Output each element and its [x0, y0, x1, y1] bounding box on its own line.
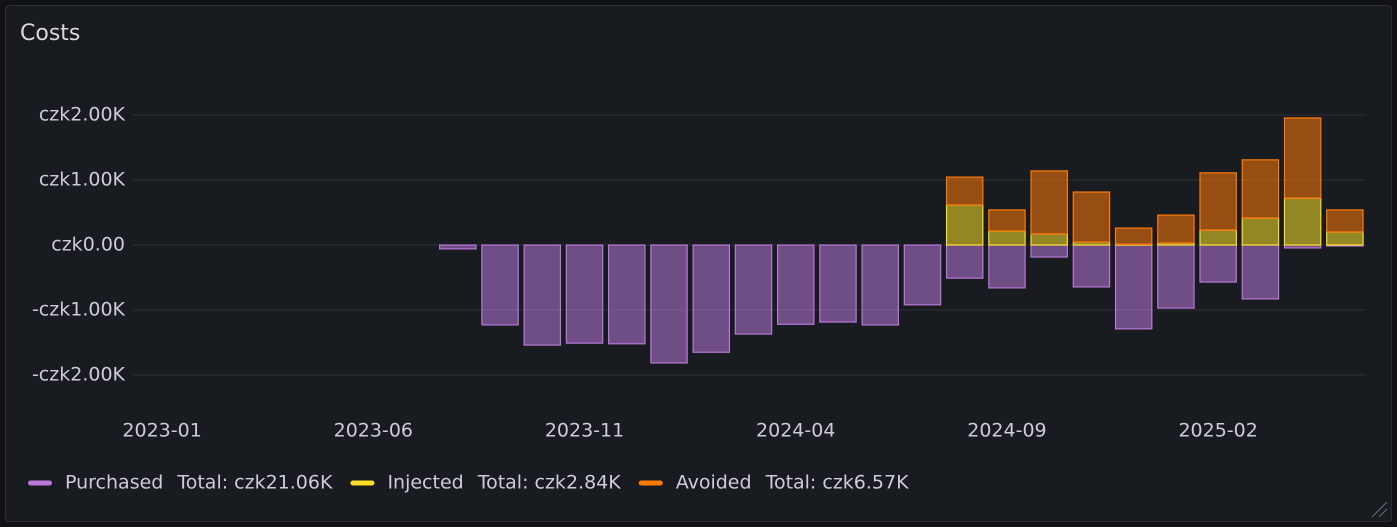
bar-segment	[945, 244, 984, 279]
bar-segment	[439, 244, 477, 250]
y-tick-label: czk1.00K	[39, 169, 126, 191]
legend-total: Total: czk2.84K	[477, 472, 622, 494]
bar-segment	[1157, 244, 1195, 309]
bar-segment	[523, 244, 562, 346]
bar-segment	[1283, 117, 1322, 199]
bar-segment	[1199, 229, 1237, 246]
y-tick-label: -czk2.00K	[32, 364, 126, 386]
bar-segment	[481, 244, 519, 326]
bar-segment	[1072, 244, 1111, 288]
bar-segment	[1199, 172, 1237, 231]
resize-handle[interactable]	[1371, 501, 1388, 518]
bar-segment	[861, 244, 899, 326]
x-tick-label: 2023-11	[545, 420, 624, 442]
bar-segment	[692, 244, 731, 353]
y-tick-label: czk2.00K	[39, 104, 126, 126]
bar-segment	[1199, 244, 1237, 283]
bar-segment	[1283, 197, 1322, 246]
x-tick-label: 2023-01	[122, 420, 201, 442]
legend-name: Injected	[387, 472, 463, 494]
legend-swatch	[28, 480, 52, 486]
bar-segment	[1030, 233, 1068, 246]
x-tick-label: 2024-04	[756, 420, 835, 442]
bar-segment	[1326, 231, 1364, 246]
legend-total: Total: czk6.57K	[765, 472, 910, 494]
x-tick-label: 2023-06	[334, 420, 413, 442]
bar-segment	[1030, 244, 1068, 258]
bar-segment	[1157, 214, 1195, 244]
bar-segment	[1241, 159, 1280, 219]
bar-segment	[734, 244, 773, 335]
y-tick-label: -czk1.00K	[32, 299, 126, 321]
bar-segment	[1241, 244, 1280, 300]
legend-name: Avoided	[676, 472, 752, 494]
bar-segment	[608, 244, 646, 345]
legend-total: Total: czk21.06K	[176, 472, 333, 494]
bar-segment	[945, 176, 984, 206]
x-tick-label: 2025-02	[1178, 420, 1257, 442]
bar-segment	[1114, 227, 1153, 245]
bar-segment	[945, 204, 984, 246]
legend-swatch	[350, 480, 375, 486]
panel-title: Costs	[20, 21, 80, 46]
bar-segment	[1326, 209, 1364, 233]
legend-swatch	[638, 480, 663, 486]
bar-segment	[819, 244, 857, 323]
bar-segment	[1241, 217, 1280, 246]
bar-segment	[1114, 244, 1153, 330]
legend-name: Purchased	[65, 472, 163, 494]
y-tick-label: czk0.00	[51, 234, 125, 256]
bar-segment	[1030, 170, 1068, 235]
bar-segment	[988, 209, 1026, 232]
bar-segment	[903, 244, 942, 306]
bar-segment	[776, 244, 815, 325]
x-tick-label: 2024-09	[967, 420, 1046, 442]
bar-segment	[988, 230, 1026, 246]
bar-segment	[650, 244, 688, 364]
bar-segment	[1072, 191, 1111, 243]
bar-segment	[988, 244, 1026, 289]
bar-segment	[565, 244, 604, 344]
